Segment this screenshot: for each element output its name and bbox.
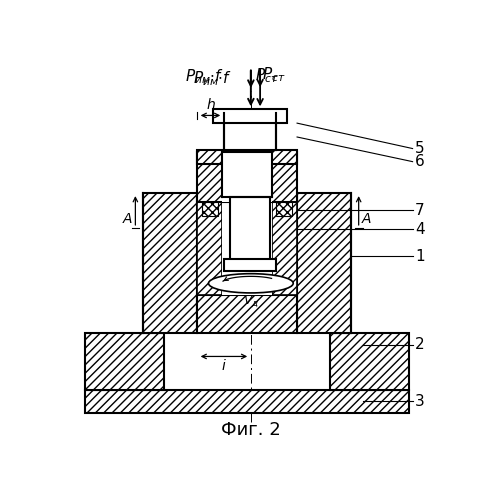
Text: Фиг. 2: Фиг. 2	[221, 420, 281, 438]
Text: 4: 4	[415, 222, 425, 237]
Bar	[276, 202, 292, 216]
Ellipse shape	[208, 274, 293, 293]
Bar	[223, 197, 272, 295]
Bar	[213, 110, 287, 123]
Text: i: i	[222, 359, 226, 373]
Bar	[224, 113, 276, 150]
Text: $P_{ст}$: $P_{ст}$	[255, 66, 278, 85]
Text: 1: 1	[415, 249, 425, 264]
Text: h: h	[206, 98, 215, 112]
Text: $P_{им}{\cdot}f$: $P_{им}{\cdot}f$	[185, 68, 224, 86]
Bar	[230, 197, 270, 262]
Bar	[85, 334, 164, 390]
Text: 5: 5	[415, 141, 425, 156]
Bar	[223, 152, 272, 202]
Text: 2: 2	[415, 338, 425, 352]
Bar	[85, 390, 409, 412]
Text: $V_д$: $V_д$	[243, 294, 259, 310]
Text: A: A	[123, 212, 132, 226]
Bar	[197, 152, 297, 202]
Text: $P_{им}{\cdot}f$: $P_{им}{\cdot}f$	[193, 69, 232, 88]
Bar	[272, 197, 297, 295]
Text: 3: 3	[415, 394, 425, 408]
Text: 6: 6	[415, 154, 425, 169]
Bar	[224, 258, 276, 271]
Bar	[197, 197, 223, 295]
Bar	[203, 202, 218, 216]
Bar	[197, 150, 297, 164]
Bar	[143, 193, 197, 334]
Bar	[197, 193, 297, 295]
Text: A: A	[362, 212, 371, 226]
Text: 7: 7	[415, 202, 425, 218]
Bar	[330, 334, 409, 390]
Text: $P_{ст}$: $P_{ст}$	[263, 66, 286, 84]
Bar	[197, 295, 297, 334]
Bar	[297, 193, 351, 334]
